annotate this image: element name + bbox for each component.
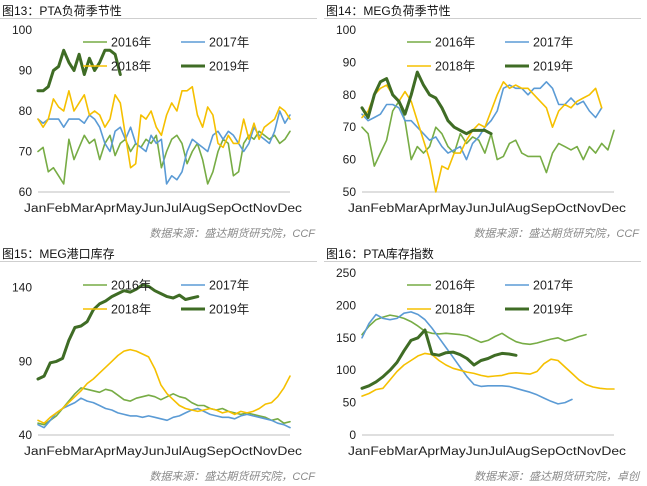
y-tick-label: 140 [12, 281, 32, 295]
series-line-y2017 [361, 80, 603, 161]
series-line-y2019 [360, 328, 518, 390]
y-tick-label: 80 [343, 88, 357, 102]
legend-label-y2019: 2019年 [533, 60, 573, 74]
pta-inventory-index-chart: 0 50 100 150 200 250 JanFebMarAprMayJunJulAugS… [336, 266, 626, 458]
chart-panel-pta-inventory-index: 图16：PTA库存指数 0 50 100 150 200 250 JanFebMarAprM… [324, 243, 647, 486]
legend-label-y2018: 2018年 [435, 303, 475, 317]
source-note: 数据来源：盛达期货研究院，卓创 [474, 471, 639, 483]
legend-label-y2017: 2017年 [209, 279, 249, 293]
source-note: 数据来源：盛达期货研究院，CCF [149, 471, 315, 483]
series-line-y2019 [36, 283, 200, 381]
caption-divider [324, 18, 641, 19]
figure-caption: 图14：MEG负荷季节性 [326, 4, 451, 18]
y-tick-label: 200 [336, 298, 356, 312]
legend-label-y2018: 2018年 [111, 60, 151, 74]
legend-label-y2016: 2016年 [435, 36, 475, 50]
legend-label-y2016: 2016年 [111, 279, 151, 293]
y-tick-label: 80 [19, 104, 33, 118]
legend-label-y2016: 2016年 [435, 279, 475, 293]
caption-divider [0, 18, 317, 19]
series-line-y2019 [360, 70, 493, 136]
series-line-y2018 [37, 85, 291, 169]
caption-divider [324, 261, 641, 262]
source-note: 数据来源：盛达期货研究院，CCF [473, 228, 639, 240]
y-tick-label: 90 [19, 64, 33, 78]
series-line-y2017 [37, 397, 291, 429]
series-line-y2019 [36, 48, 122, 93]
y-tick-label: 70 [343, 120, 357, 134]
x-tick-labels: JanFebMarAprMayJunJulAugSepOctNovDec [348, 446, 626, 458]
meg-port-inventory-chart: 40 90 140 JanFebMarAprMayJunJulAugSepOctNov… [12, 279, 302, 459]
x-tick-labels: JanFebMarAprMayJunJulAugSepOctNovDec [24, 446, 302, 458]
figure-caption: 图15：MEG港口库存 [2, 247, 115, 261]
legend-label-y2019: 2019年 [209, 60, 249, 74]
y-tick-label: 150 [336, 331, 356, 345]
caption-divider [0, 261, 317, 262]
y-tick-label: 100 [336, 23, 356, 37]
y-tick-label: 0 [349, 428, 356, 442]
y-tick-label: 250 [336, 266, 356, 280]
y-tick-label: 70 [19, 145, 33, 159]
source-note: 数据来源：盛达期货研究院，CCF [149, 228, 315, 240]
chart-panel-meg-load: 图14：MEG负荷季节性 50 60 70 80 90 100 JanFebMarAprMa… [324, 0, 647, 243]
series-line-y2016 [361, 100, 615, 174]
legend-label-y2019: 2019年 [533, 303, 573, 317]
y-tick-label: 100 [336, 363, 356, 377]
legend-label-y2016: 2016年 [111, 36, 151, 50]
legend-label-y2019: 2019年 [209, 303, 249, 317]
legend-label-y2017: 2017年 [533, 36, 573, 50]
figure-caption: 图13：PTA负荷季节性 [2, 4, 122, 18]
x-tick-labels: JanFebMarAprMayJunJulAugSepOctNovDec [348, 203, 626, 215]
legend-label-y2017: 2017年 [209, 36, 249, 50]
y-tick-label: 60 [19, 185, 33, 199]
series-line-y2018 [361, 80, 603, 193]
y-tick-label: 60 [343, 153, 357, 167]
y-tick-label: 40 [19, 428, 33, 442]
series-line-y2018 [361, 352, 615, 397]
y-tick-label: 50 [343, 396, 357, 410]
meg-load-chart: 50 60 70 80 90 100 JanFebMarAprMayJunJulAugSep… [336, 23, 626, 215]
x-tick-labels: JanFebMarAprMayJunJulAugSepOctNovDec [24, 203, 302, 215]
y-tick-label: 50 [343, 185, 357, 199]
chart-panel-pta-load: 图13：PTA负荷季节性 60 70 80 90 100 JanFebMarAprMayJ… [0, 0, 323, 243]
series-line-y2017 [361, 311, 573, 405]
y-tick-label: 100 [12, 23, 32, 37]
legend-label-y2017: 2017年 [533, 279, 573, 293]
series-line-y2017 [37, 110, 291, 185]
series-line-y2016 [361, 314, 587, 346]
figure-caption: 图16：PTA库存指数 [326, 247, 434, 261]
series-line-y2018 [37, 348, 291, 424]
legend-label-y2018: 2018年 [435, 60, 475, 74]
chart-panel-meg-port-inventory: 图15：MEG港口库存 40 90 140 JanFebMarAprMayJunJul… [0, 243, 323, 486]
legend-label-y2018: 2018年 [111, 303, 151, 317]
y-tick-label: 90 [343, 55, 357, 69]
pta-load-chart: 60 70 80 90 100 JanFebMarAprMayJunJulAugSepOc… [12, 23, 302, 215]
y-tick-label: 90 [19, 354, 33, 368]
